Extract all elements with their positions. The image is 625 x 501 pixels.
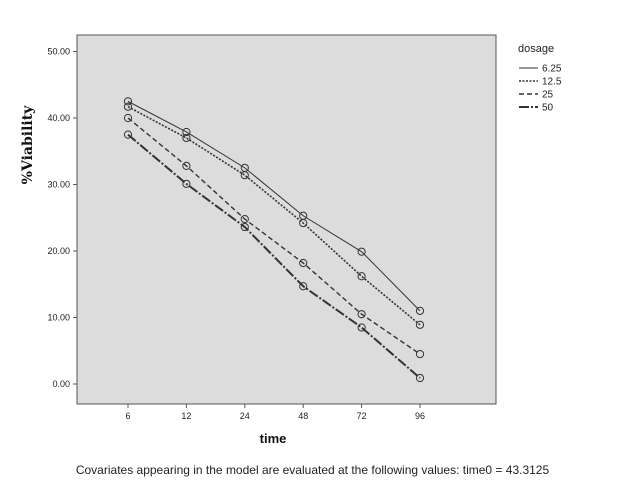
legend: dosage 6.25 12.5 25 50: [518, 43, 562, 114]
data-point: [415, 306, 425, 315]
series-lines: [123, 97, 425, 383]
data-point: [357, 247, 366, 256]
series-line: [127, 133, 421, 379]
y-tick-label: 0.00: [52, 379, 70, 389]
y-tick-label: 30.00: [47, 180, 70, 190]
legend-item-label: 50: [542, 103, 554, 114]
x-tick-label: 12: [181, 411, 191, 421]
x-tick-label: 96: [415, 411, 425, 421]
data-point: [123, 130, 133, 139]
data-point: [357, 310, 366, 319]
data-point: [415, 373, 425, 383]
x-tick-label: 6: [125, 411, 130, 421]
series-25: [123, 113, 425, 359]
data-point: [182, 133, 191, 143]
data-point: [240, 171, 249, 180]
x-tick-label: 48: [298, 411, 308, 421]
data-point: [415, 349, 425, 359]
data-point: [240, 214, 249, 224]
data-point: [299, 218, 308, 228]
data-point: [182, 179, 191, 188]
footnote: Covariates appearing in the model are ev…: [75, 463, 550, 477]
series-12.5: [123, 102, 425, 329]
data-point: [299, 258, 308, 268]
y-tick-label: 10.00: [47, 313, 70, 323]
data-point: [123, 113, 133, 123]
x-axis: 6 12 24 48 72 96: [125, 404, 425, 421]
data-point: [357, 323, 366, 332]
legend-item-label: 25: [542, 90, 554, 101]
legend-item-label: 12.5: [542, 77, 562, 88]
data-point: [123, 97, 133, 106]
y-axis: 0.00 10.00 20.00 30.00 40.00 50.00: [47, 47, 77, 389]
y-tick-label: 40.00: [47, 113, 70, 123]
data-point: [357, 272, 366, 281]
data-point: [240, 222, 249, 232]
plot-area: [76, 34, 497, 405]
x-axis-label: time: [260, 431, 287, 446]
data-point: [299, 282, 308, 291]
data-point: [182, 161, 191, 170]
y-tick-label: 20.00: [47, 246, 70, 256]
x-tick-label: 72: [357, 411, 367, 421]
series-line: [127, 100, 421, 312]
data-point: [123, 102, 133, 111]
legend-item-label: 6.25: [542, 64, 562, 75]
legend-title: dosage: [518, 43, 554, 55]
series-line: [127, 105, 421, 326]
y-tick-label: 50.00: [47, 47, 70, 57]
data-point: [182, 127, 191, 137]
x-tick-label: 24: [240, 411, 250, 421]
data-point: [415, 320, 425, 329]
y-axis-label: %Viability: [20, 105, 36, 185]
series-50: [123, 130, 425, 383]
